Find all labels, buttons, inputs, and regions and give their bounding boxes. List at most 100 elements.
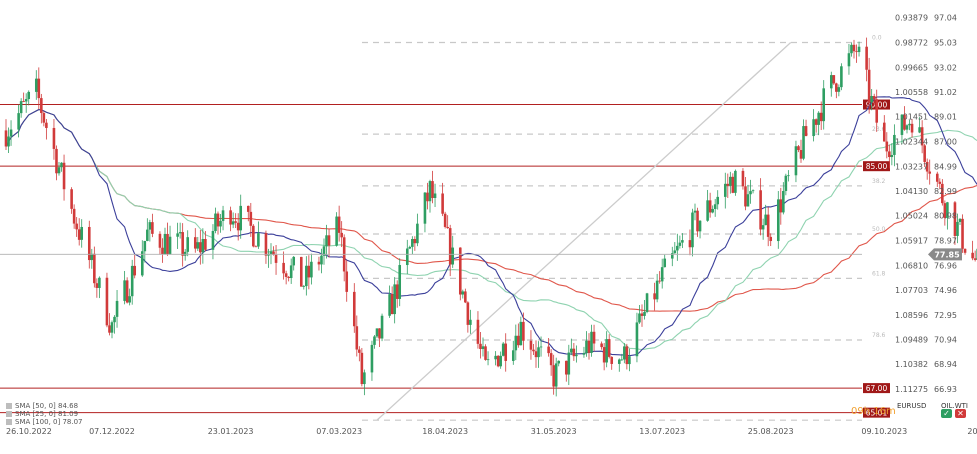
legend-item-sma25[interactable]: SMA [25, 0] 81.09 — [6, 410, 83, 418]
candle-body — [572, 348, 576, 357]
candle-body — [943, 203, 947, 218]
candle-body — [817, 112, 820, 125]
candle-body — [428, 181, 432, 202]
candle-body — [751, 190, 755, 192]
candle-body — [433, 193, 437, 199]
candle-body — [794, 146, 798, 176]
candle-body — [741, 170, 745, 187]
x-tick-label: 25.08.2023 — [748, 427, 794, 436]
candle-body — [395, 284, 399, 299]
candle-body — [204, 238, 207, 250]
candle-body — [708, 200, 712, 213]
candle-body — [837, 87, 841, 92]
candle-body — [847, 53, 851, 67]
candle-body — [446, 226, 449, 229]
candle-body — [214, 213, 217, 231]
candle-body — [941, 183, 944, 204]
candle-body — [923, 145, 926, 162]
candle-body — [920, 127, 924, 146]
candle-body — [466, 302, 470, 325]
candle-body — [317, 261, 321, 265]
legend-item-sma100[interactable]: SMA [100, 0] 78.07 — [6, 418, 83, 426]
candle-body — [45, 122, 48, 128]
candle-body — [441, 193, 444, 214]
symbol-label-oil[interactable]: OIL.WTI — [941, 402, 968, 410]
candle-body — [176, 233, 179, 237]
candle-body — [554, 363, 558, 387]
y2-tick-label: 1.03237 — [895, 162, 928, 171]
candle-body — [776, 199, 780, 242]
candle-body — [782, 191, 785, 213]
candle-body — [60, 162, 63, 168]
candle-body — [327, 235, 331, 246]
candle-body — [764, 214, 767, 226]
y2-tick-label: 1.01451 — [895, 113, 928, 122]
candle-body — [178, 232, 182, 234]
candle-body — [93, 253, 96, 284]
candle-body — [910, 123, 914, 133]
y2-tick-label: 1.07703 — [895, 286, 928, 295]
candle-body — [953, 202, 957, 236]
fib-level-label: 23.6 — [872, 126, 886, 133]
candle-body — [857, 46, 861, 53]
candle-body — [257, 233, 260, 247]
level-tag-label: 85.00 — [866, 162, 888, 171]
candle-body — [345, 271, 349, 292]
candle-body — [645, 293, 649, 312]
candle-body — [479, 343, 482, 350]
y-tick-label: 82.99 — [934, 187, 957, 196]
y2-tick-label: 1.06810 — [895, 261, 928, 270]
candle-body — [567, 352, 571, 375]
candle-body — [375, 328, 379, 337]
y2-tick-label: 0.98772 — [895, 39, 928, 48]
candle-body — [797, 146, 800, 151]
candle-body — [443, 213, 447, 227]
candle-body — [590, 331, 593, 353]
indicator-legend: SMA [50, 0] 84.68 SMA [25, 0] 81.09 SMA … — [6, 402, 83, 426]
symbol-label-eurusd[interactable]: EURUSD — [897, 402, 927, 410]
candle-body — [358, 349, 361, 353]
candle-body — [537, 347, 540, 358]
x-tick-label: 07.12.2022 — [89, 427, 135, 436]
candle-body — [529, 340, 533, 350]
candle-body — [870, 96, 873, 103]
candle-body — [784, 175, 788, 192]
candle-body — [289, 265, 293, 279]
candle-body — [115, 300, 119, 317]
candle-body — [196, 242, 200, 249]
legend-item-sma50[interactable]: SMA [50, 0] 84.68 — [6, 402, 83, 410]
candle-body — [855, 51, 858, 53]
candle-body — [628, 356, 631, 365]
candle-body — [617, 359, 621, 364]
candle-body — [958, 218, 962, 222]
y-tick-label: 97.04 — [934, 14, 957, 23]
y-tick-label: 68.94 — [934, 360, 957, 369]
candle-body — [900, 114, 904, 135]
confirm-icon[interactable]: ✓ — [941, 409, 952, 418]
candle-body — [130, 265, 134, 297]
candle-body — [903, 114, 906, 130]
y-tick-label: 72.95 — [934, 311, 957, 320]
candle-body — [547, 346, 550, 354]
y2-tick-label: 1.04130 — [895, 187, 928, 196]
candle-body — [133, 265, 137, 276]
candle-body — [57, 167, 61, 174]
level-tag — [863, 407, 890, 418]
candle-body — [62, 162, 66, 190]
y-tick-label: 78.97 — [934, 237, 957, 246]
candle-body — [557, 360, 561, 364]
candle-body — [352, 291, 356, 327]
candle-body — [696, 210, 699, 232]
close-icon[interactable]: ✕ — [955, 409, 966, 418]
candle-body — [673, 250, 677, 254]
candle-body — [481, 346, 485, 350]
candle-body — [335, 216, 338, 246]
candle-body — [168, 236, 172, 255]
candle-body — [643, 311, 646, 316]
candle-body — [582, 353, 586, 355]
current-price-tag — [928, 248, 962, 261]
fib-level-label: 38.2 — [872, 178, 886, 185]
candle-body — [802, 126, 805, 159]
